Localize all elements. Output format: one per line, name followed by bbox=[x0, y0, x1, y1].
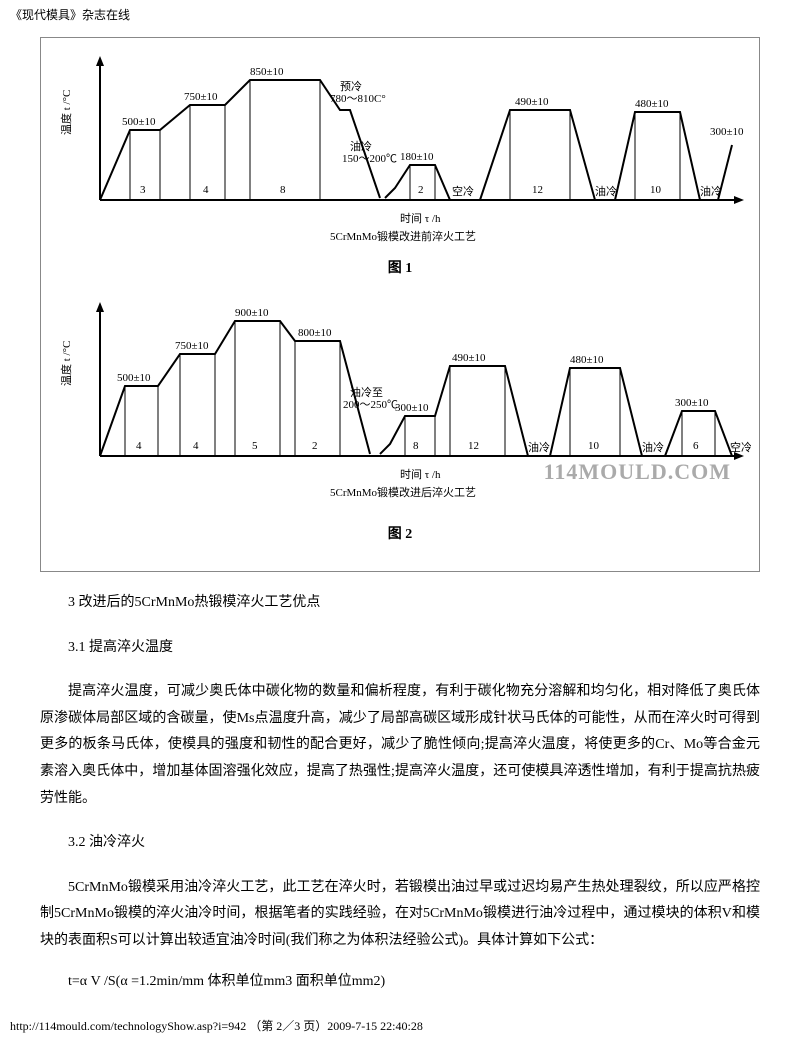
c2-peak1: 500±10 bbox=[117, 372, 151, 384]
c1-note1a: 预冷 bbox=[340, 80, 362, 93]
c2-note1b: 200～250℃ bbox=[343, 399, 398, 411]
chart-1: 温度 t /°C 500±10 750±10 850±10 预冷 780～810… bbox=[49, 50, 751, 250]
section-3-2: 3.2 油冷淬火 bbox=[40, 830, 760, 857]
c2-note3: 油冷 bbox=[642, 440, 664, 454]
svg-text:2: 2 bbox=[312, 440, 318, 452]
c2-peak7: 480±10 bbox=[570, 354, 604, 366]
c1-peak1: 500±10 bbox=[122, 116, 156, 128]
section-3-1: 3.1 提高淬火温度 bbox=[40, 635, 760, 662]
c1-peak3: 850±10 bbox=[250, 66, 284, 78]
svg-text:4: 4 bbox=[203, 184, 209, 196]
page-footer: http://114mould.com/technologyShow.asp?i… bbox=[0, 1009, 800, 1044]
chart2-ylabel: 温度 t /°C bbox=[59, 341, 73, 386]
svg-text:12: 12 bbox=[532, 184, 543, 196]
c1-peak6: 480±10 bbox=[635, 98, 669, 110]
c2-caption: 5CrMnMo锻模改进后淬火工艺 bbox=[330, 485, 476, 499]
c2-peak5: 300±10 bbox=[395, 402, 429, 414]
c1-note2b: 150～200℃ bbox=[342, 153, 397, 165]
svg-text:10: 10 bbox=[650, 184, 662, 196]
formula: t=α V /S(α =1.2min/mm 体积单位mm3 面积单位mm2) bbox=[40, 969, 760, 996]
svg-text:2: 2 bbox=[418, 184, 424, 196]
chart1-ylabel: 温度 t /°C bbox=[59, 89, 73, 134]
para-3-2: 5CrMnMo锻模采用油冷淬火工艺，此工艺在淬火时，若锻模出油过早或过迟均易产生… bbox=[40, 875, 760, 955]
footer-text: http://114mould.com/technologyShow.asp?i… bbox=[10, 1019, 423, 1033]
c2-note1a: 油冷至 bbox=[350, 385, 383, 399]
figure-container: 温度 t /°C 500±10 750±10 850±10 预冷 780～810… bbox=[40, 37, 760, 572]
page-header: 《现代模具》杂志在线 bbox=[0, 0, 800, 31]
svg-text:4: 4 bbox=[136, 440, 142, 452]
c1-note1b: 780～810C° bbox=[330, 93, 386, 105]
c2-peak8: 300±10 bbox=[675, 397, 709, 409]
svg-text:8: 8 bbox=[280, 184, 286, 196]
c2-peak6: 490±10 bbox=[452, 352, 486, 364]
para-3-1: 提高淬火温度，可减少奥氏体中碳化物的数量和偏析程度，有利于碳化物充分溶解和均匀化… bbox=[40, 679, 760, 812]
c2-peak4: 800±10 bbox=[298, 327, 332, 339]
svg-text:4: 4 bbox=[193, 440, 199, 452]
svg-text:5: 5 bbox=[252, 440, 258, 452]
c1-note3: 空冷 bbox=[452, 184, 474, 198]
svg-text:6: 6 bbox=[693, 440, 699, 452]
chart-2: 温度 t /°C 500±10 750±10 900±10 800±10 油冷至… bbox=[49, 296, 751, 516]
c2-note2: 油冷 bbox=[528, 440, 550, 454]
c2-note4: 空冷 bbox=[730, 440, 751, 454]
fig2-label: 图 2 bbox=[49, 522, 751, 549]
fig1-label: 图 1 bbox=[49, 256, 751, 283]
article-body: 3 改进后的5CrMnMo热锻模淬火工艺优点 3.1 提高淬火温度 提高淬火温度… bbox=[0, 590, 800, 995]
svg-text:10: 10 bbox=[588, 440, 600, 452]
c2-xlabel: 时间 τ /h bbox=[400, 468, 441, 481]
c1-peak2: 750±10 bbox=[184, 91, 218, 103]
magazine-name: 《现代模具》杂志在线 bbox=[10, 8, 130, 22]
c1-peak5: 490±10 bbox=[515, 96, 549, 108]
c1-note2a: 油冷 bbox=[350, 139, 372, 153]
c1-peak4: 180±10 bbox=[400, 151, 434, 163]
svg-text:8: 8 bbox=[413, 440, 419, 452]
c1-caption: 5CrMnMo锻模改进前淬火工艺 bbox=[330, 229, 476, 243]
c1-note4: 油冷 bbox=[595, 184, 617, 198]
c2-peak3: 900±10 bbox=[235, 307, 269, 319]
section-3: 3 改进后的5CrMnMo热锻模淬火工艺优点 bbox=[40, 590, 760, 617]
svg-text:3: 3 bbox=[140, 184, 146, 196]
svg-text:12: 12 bbox=[468, 440, 479, 452]
c2-peak2: 750±10 bbox=[175, 340, 209, 352]
c1-peak7: 300±10 bbox=[710, 126, 744, 138]
c1-xlabel: 时间 τ /h bbox=[400, 212, 441, 225]
